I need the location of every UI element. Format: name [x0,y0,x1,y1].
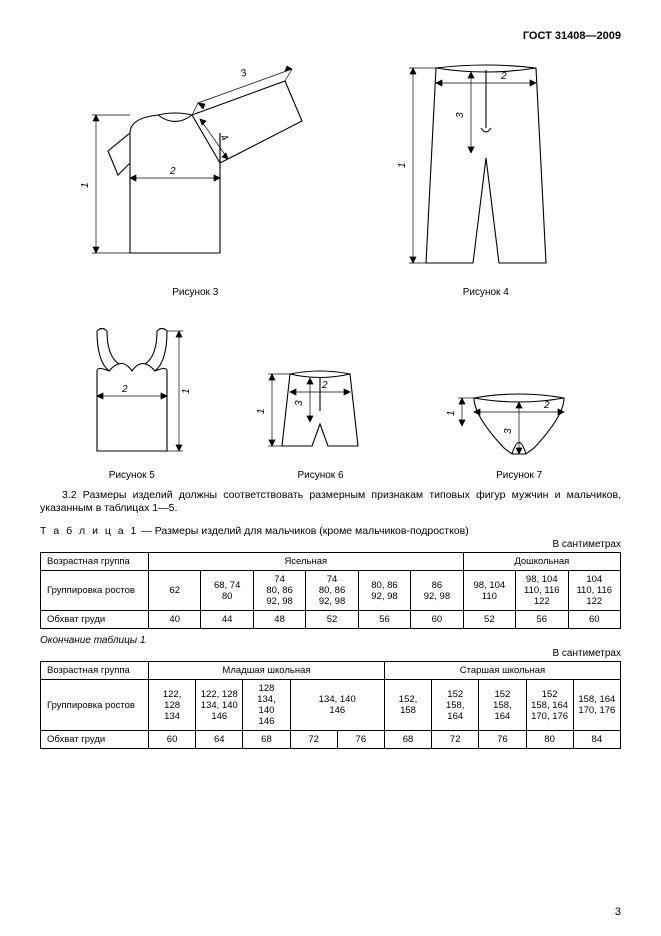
fig6-caption: Рисунок 6 [250,470,390,481]
t1b-hB4: 158, 164170, 176 [573,680,620,731]
table1-continuation: Окончание таблицы 1 [40,635,621,646]
table1-title: Т а б л и ц а 1 — Размеры изделий для ма… [40,525,621,537]
figure-row-1: 1 2 3 [40,48,621,298]
t1b-hA0: 122,128134 [149,680,196,731]
t1-cA0: 40 [149,611,201,629]
t1-cA4: 56 [358,611,410,629]
t1b-hA2: 128134,140146 [243,680,290,731]
fig3-caption: Рисунок 3 [70,287,320,298]
t1b-hB0: 152,158 [384,680,431,731]
t1b-chest-label: Обхват груди [41,731,149,749]
t1b-cA1: 64 [196,731,243,749]
fig3-dim-1: 1 [80,182,91,188]
t1b-cA2: 68 [243,731,290,749]
t1-ageA: Ясельная [149,553,464,571]
t1-heightgroup-label: Группировка ростов [41,571,149,611]
fig7-dim-2: 2 [543,400,550,411]
t1b-agegroup-label: Возрастная группа [41,662,149,680]
table1-units: В сантиметрах [40,539,621,550]
fig5-dim-1: 1 [181,388,192,394]
t1-cA5: 60 [411,611,463,629]
t1b-cA3: 72 [290,731,337,749]
t1b-hA1: 122, 128134, 140146 [196,680,243,731]
fig7-dim-3: 3 [503,428,514,434]
figure-7: 1 2 3 Рисунок 7 [444,376,594,481]
t1-hA5: 8692, 98 [411,571,463,611]
t1-cB1: 56 [516,611,568,629]
t1b-cB1: 72 [432,731,479,749]
t1-ageB: Дошкольная [463,553,620,571]
doc-header: ГОСТ 31408—2009 [40,30,621,42]
fig4-caption: Рисунок 4 [381,287,591,298]
t1-hA3: 7480, 8692, 98 [306,571,358,611]
t1b-hB2: 152158,164 [479,680,526,731]
t1-agegroup-label: Возрастная группа [41,553,149,571]
t1-hB1: 98, 104110, 116122 [516,571,568,611]
fig4-dim-1: 1 [397,162,408,168]
figure-3: 1 2 3 [70,63,320,298]
fig6-dim-2: 2 [321,380,328,391]
t1-cB0: 52 [463,611,515,629]
t1b-cB0: 68 [384,731,431,749]
t1b-cB3: 80 [526,731,573,749]
fig3-dim-2: 2 [169,166,176,177]
figure-5: 1 2 Рисунок 5 [67,316,197,481]
para-3-2: 3.2 Размеры изделий должны соответствова… [40,489,621,515]
t1-cA1: 44 [201,611,253,629]
t1b-cB2: 76 [479,731,526,749]
t1-cA3: 52 [306,611,358,629]
fig7-caption: Рисунок 7 [444,470,594,481]
table1b: Возрастная группа Младшая школьная Старш… [40,661,621,749]
t1-hA4: 80, 8692, 98 [358,571,410,611]
t1b-ageA: Младшая школьная [149,662,385,680]
t1-hA1: 68, 7480 [201,571,253,611]
fig4-dim-2: 2 [500,71,507,82]
fig3-dim-3: 3 [240,67,249,79]
t1-hB2: 104110, 116122 [568,571,621,611]
table1-title-rest: — Размеры изделий для мальчиков (кроме м… [138,525,468,537]
fig6-dim-3: 3 [294,400,305,406]
page-number: 3 [615,906,621,918]
t1b-ageB: Старшая школьная [384,662,620,680]
table1b-units: В сантиметрах [40,648,621,659]
fig7-dim-1: 1 [446,410,457,416]
fig4-dim-3: 3 [455,112,466,118]
t1-cB2: 60 [568,611,621,629]
figure-row-2: 1 2 Рисунок 5 [40,316,621,481]
table1: Возрастная группа Ясельная Дошкольная Гр… [40,552,621,629]
t1-hB0: 98, 104110 [463,571,515,611]
t1-hA0: 62 [149,571,201,611]
t1-hA2: 7480, 8692, 98 [253,571,305,611]
t1b-heightgroup-label: Группировка ростов [41,680,149,731]
t1b-cB4: 84 [573,731,620,749]
figure-6: 1 2 3 Рисунок 6 [250,356,390,481]
t1b-hA3: 134, 140146 [290,680,384,731]
fig6-dim-1: 1 [256,408,267,414]
t1-chest-label: Обхват груди [41,611,149,629]
fig3-dim-4: 4 [218,132,230,143]
table1-title-prefix: Т а б л и ц а 1 [40,525,138,537]
figure-4: 1 2 3 Рисунок 4 [381,48,591,298]
fig5-dim-2: 2 [121,384,128,395]
fig5-caption: Рисунок 5 [67,470,197,481]
t1b-hB1: 152158,164 [432,680,479,731]
t1b-cA4: 76 [337,731,384,749]
t1-cA2: 48 [253,611,305,629]
t1b-cA0: 60 [149,731,196,749]
t1b-hB3: 152158, 164170, 176 [526,680,573,731]
